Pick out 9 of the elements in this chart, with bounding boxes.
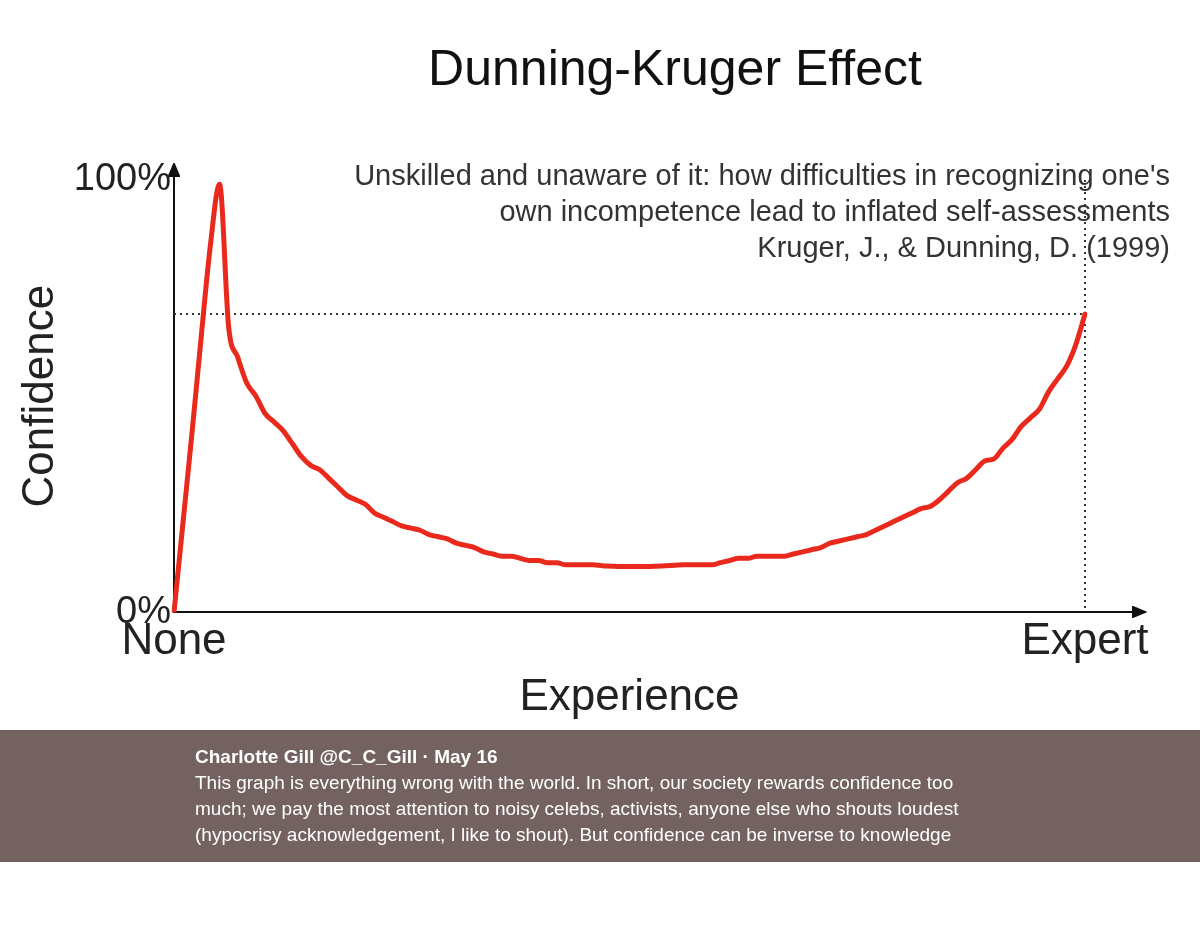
text: Charlotte Gill @C_C_Gill · May 16	[195, 745, 499, 769]
annotation: Kruger, J., & Dunning, D. (1999)	[757, 231, 1170, 263]
x-axis-title: Experience	[519, 669, 740, 719]
x-tick-label: Expert	[1021, 613, 1149, 663]
chart-subtitle: Unskilled and unaware of it: how difficulties in recognizing one's own incompetence lead to inflated self-assessments	[354, 159, 1170, 227]
text: This graph is everything wrong with the world. In short, our society rewards confidence too much; we pay the most attention to noisy celebs, activists, anyone else who shouts loudest (hypocrisy acknowledgement, I like to shout). But confidence can be inverse to knowledge	[195, 771, 960, 847]
chart-title: Dunning-Kruger Effect	[428, 40, 922, 96]
y-axis-title: Confidence	[12, 284, 62, 508]
y-tick-label: 100%	[73, 156, 171, 199]
